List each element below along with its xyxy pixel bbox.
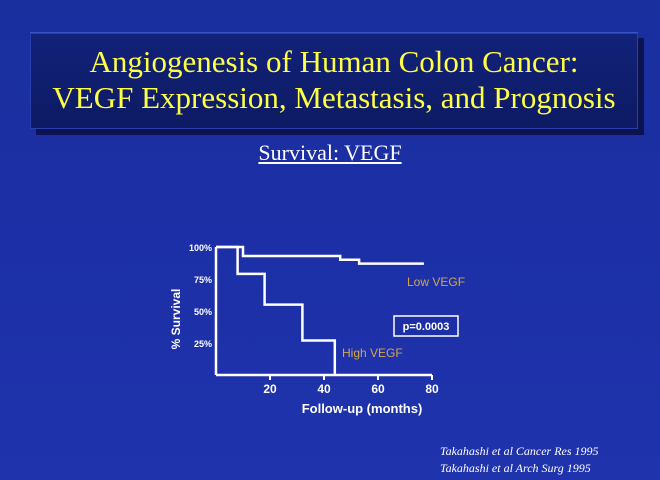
citation-1: Takahashi et al Cancer Res 1995 xyxy=(440,444,599,458)
series-label-low-vegf: Low VEGF xyxy=(407,275,465,289)
title-box: Angiogenesis of Human Colon Cancer: VEGF… xyxy=(30,32,638,129)
x-tick-label: 20 xyxy=(263,382,277,396)
y-tick-label: 75% xyxy=(194,275,212,285)
slide-subtitle: Survival: VEGF xyxy=(258,140,402,165)
y-tick-label: 25% xyxy=(194,339,212,349)
y-axis-title: % Survival xyxy=(169,289,183,350)
x-axis-title: Follow-up (months) xyxy=(302,401,423,416)
slide-title-line-1: Angiogenesis of Human Colon Cancer: xyxy=(89,44,579,79)
citation-2: Takahashi et al Arch Surg 1995 xyxy=(440,461,591,475)
x-tick-label: 60 xyxy=(371,382,385,396)
series-line-high-vegf xyxy=(216,245,337,375)
y-tick-label: 50% xyxy=(194,307,212,317)
slide-title-line-2: VEGF Expression, Metastasis, and Prognos… xyxy=(52,80,616,115)
x-tick-label: 40 xyxy=(317,382,331,396)
series-line-low-vegf xyxy=(216,245,424,265)
p-value-box xyxy=(393,315,459,337)
series-label-high-vegf: High VEGF xyxy=(342,346,403,360)
x-tick-label: 80 xyxy=(425,382,439,396)
p-value-label: p=0.0003 xyxy=(403,321,450,333)
y-tick-label: 100% xyxy=(189,243,212,253)
